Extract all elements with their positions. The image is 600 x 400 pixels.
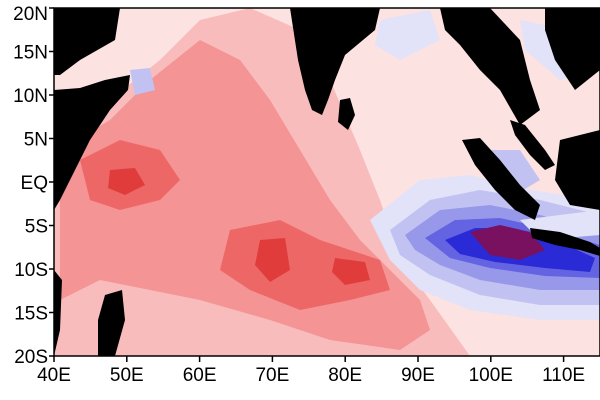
x-tick-label: 40E <box>37 365 71 386</box>
warm-contour-level-5 <box>255 238 290 282</box>
x-tick-label: 80E <box>328 365 362 386</box>
x-tick-label: 70E <box>255 365 289 386</box>
y-axis: 20N 15N 10N 5N EQ 5S 10S 15S 20S <box>13 4 54 368</box>
y-tick-label: 15S <box>14 304 48 325</box>
y-tick-label: 5S <box>25 217 48 238</box>
sri-lanka <box>338 98 355 130</box>
y-tick-label: 5N <box>24 130 48 151</box>
africa-horn <box>54 75 130 210</box>
anomaly-contours <box>54 8 600 356</box>
x-tick-label: 110E <box>542 365 585 386</box>
y-tick-label: 10S <box>14 260 48 281</box>
warm-contour-level-5 <box>332 258 370 285</box>
x-axis: 40E 50E 60E 70E 80E 90E 100E 110E <box>37 356 585 386</box>
y-tick-label: 20S <box>14 347 48 368</box>
indochina <box>440 8 540 125</box>
arabian-peninsula <box>54 8 120 75</box>
x-tick-label: 100E <box>469 365 513 386</box>
borneo <box>555 130 600 210</box>
africa-south <box>54 270 62 356</box>
warm-contour-level-5 <box>108 168 145 195</box>
sumatra <box>462 138 540 220</box>
madagascar <box>98 290 125 356</box>
y-tick-label: EQ <box>21 173 48 194</box>
land-masses <box>54 8 600 356</box>
cool-contour-core <box>470 225 545 260</box>
x-tick-label: 90E <box>401 365 435 386</box>
y-tick-label: 20N <box>13 4 48 25</box>
cool-contour-level-1 <box>375 10 440 60</box>
india <box>290 8 380 115</box>
x-tick-label: 50E <box>110 365 144 386</box>
x-tick-label: 60E <box>183 365 217 386</box>
y-tick-label: 15N <box>13 43 48 64</box>
java <box>530 228 600 256</box>
y-tick-label: 10N <box>13 86 48 107</box>
cool-contour-level-2 <box>130 68 155 95</box>
malay-peninsula <box>510 120 555 170</box>
philippines-south <box>545 8 600 90</box>
